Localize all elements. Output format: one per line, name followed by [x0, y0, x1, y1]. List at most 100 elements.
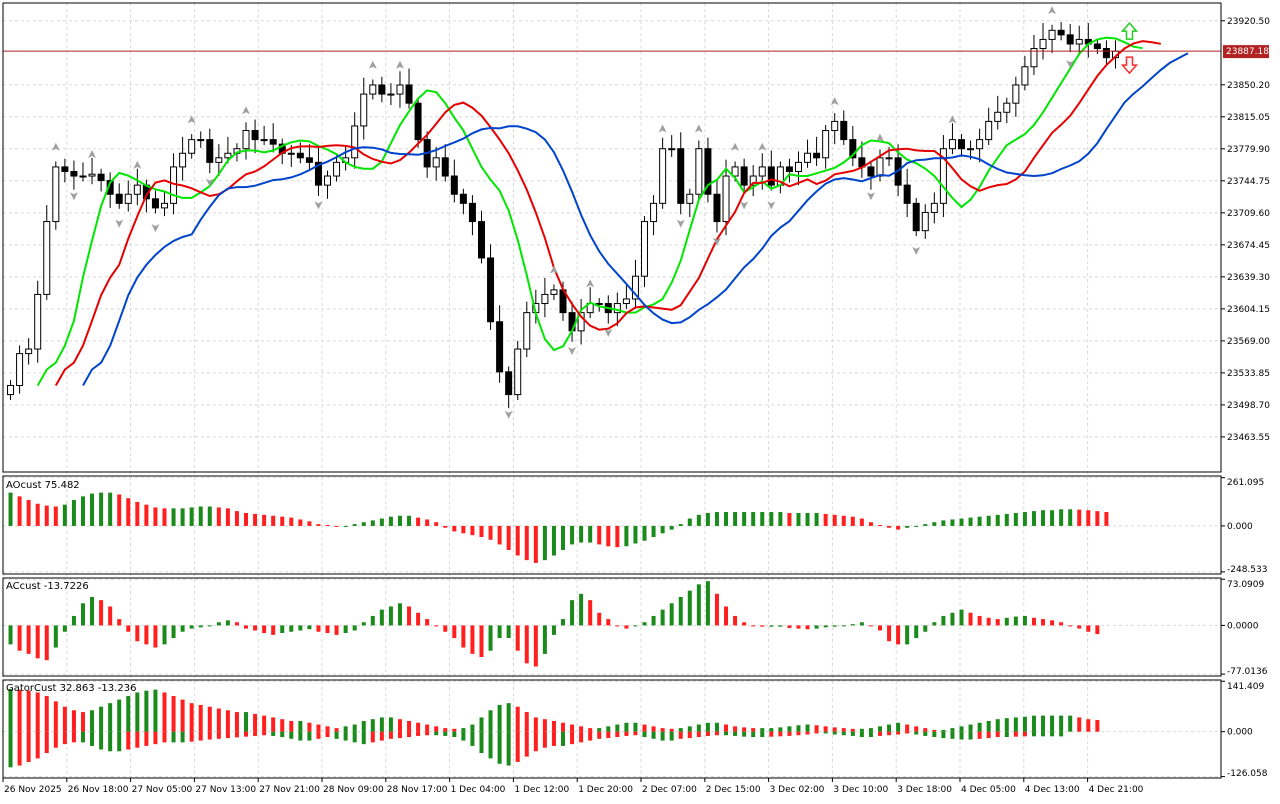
histogram-bar — [733, 731, 738, 736]
histogram-bar — [669, 731, 674, 741]
histogram-bar — [80, 603, 85, 626]
histogram-bar — [896, 625, 901, 645]
histogram-bar — [234, 712, 239, 732]
histogram-bar — [714, 593, 719, 626]
histogram-bar — [280, 625, 285, 634]
histogram-bar — [325, 726, 330, 732]
histogram-bar — [760, 512, 765, 526]
histogram-bar — [769, 731, 774, 737]
histogram-bar — [352, 724, 357, 732]
histogram-bar — [1004, 731, 1009, 738]
histogram-bar — [126, 731, 131, 750]
histogram-bar — [551, 625, 556, 635]
histogram-bar — [162, 731, 167, 743]
fractal-up-arrow-icon — [242, 106, 251, 115]
histogram-bar — [1013, 717, 1018, 732]
histogram-bar — [751, 731, 756, 738]
candle-body — [967, 148, 975, 151]
histogram-bar — [733, 512, 738, 526]
histogram-bar — [932, 731, 937, 738]
histogram-bar — [823, 513, 828, 526]
candle-body — [976, 139, 984, 150]
indicator-axis-label: -77.0136 — [1227, 667, 1268, 677]
candle-body — [287, 152, 295, 155]
ao-panel[interactable] — [8, 492, 1109, 563]
candle-body — [360, 93, 368, 127]
histogram-bar — [370, 520, 375, 526]
candle-body — [1093, 43, 1101, 50]
histogram-bar — [959, 731, 964, 740]
gator-panel[interactable] — [8, 688, 1100, 768]
candle-body — [260, 139, 268, 142]
histogram-bar — [497, 525, 502, 545]
histogram-bar — [307, 625, 312, 630]
candle-body — [659, 148, 667, 204]
histogram-bar — [642, 724, 647, 732]
histogram-bar — [443, 731, 448, 736]
histogram-bar — [814, 625, 819, 629]
histogram-bar — [787, 726, 792, 732]
histogram-bar — [561, 722, 565, 732]
histogram-bar — [733, 726, 738, 732]
histogram-bar — [606, 726, 611, 732]
histogram-bar — [216, 708, 221, 732]
fractal-up-arrow-icon — [51, 142, 60, 151]
ao-panel-title: AOcust 75.482 — [6, 480, 80, 491]
histogram-bar — [17, 689, 22, 732]
price-panel[interactable] — [3, 6, 1221, 419]
histogram-bar — [180, 625, 185, 632]
histogram-bar — [17, 625, 22, 651]
histogram-bar — [35, 692, 40, 732]
histogram-bar — [597, 612, 602, 626]
time-axis-label: 3 Dec 02:00 — [770, 785, 825, 795]
ac-panel[interactable] — [8, 581, 1100, 667]
candle-body — [794, 161, 802, 172]
histogram-bar — [760, 728, 765, 732]
histogram-bar — [859, 518, 864, 526]
histogram-bar — [561, 619, 565, 626]
histogram-bar — [253, 513, 258, 526]
histogram-bar — [796, 725, 801, 732]
candle-body — [1003, 102, 1011, 113]
histogram-bar — [950, 731, 955, 739]
histogram-bar — [71, 731, 76, 743]
histogram-bar — [253, 625, 258, 631]
candle-body — [97, 173, 105, 182]
fractal-down-arrow-icon — [767, 201, 776, 210]
histogram-bar — [343, 625, 348, 634]
histogram-bar — [1059, 731, 1064, 737]
fractal-down-arrow-icon — [866, 192, 875, 201]
histogram-bar — [977, 722, 982, 732]
candle-body — [704, 148, 712, 195]
histogram-bar — [778, 731, 783, 737]
histogram-bar — [90, 710, 95, 732]
candle-body — [885, 157, 893, 160]
candle-body — [52, 166, 60, 223]
histogram-bar — [796, 731, 801, 736]
histogram-bar — [53, 506, 58, 526]
histogram-bar — [1004, 718, 1009, 732]
candle-body — [179, 152, 187, 168]
histogram-bar — [470, 731, 475, 746]
histogram-bar — [615, 625, 620, 627]
histogram-bar — [479, 731, 484, 754]
histogram-bar — [153, 625, 158, 648]
histogram-bar — [80, 712, 85, 732]
histogram-bar — [71, 500, 76, 526]
histogram-bar — [1031, 617, 1036, 626]
histogram-bar — [841, 731, 846, 736]
histogram-bar — [289, 731, 294, 739]
histogram-bar — [597, 728, 602, 732]
histogram-bar — [479, 717, 484, 732]
histogram-bar — [470, 625, 475, 654]
indicator-axis-label: 141.409 — [1227, 682, 1264, 692]
histogram-bar — [868, 728, 873, 732]
histogram-bar — [977, 731, 982, 739]
fractal-up-arrow-icon — [395, 60, 404, 69]
histogram-bar — [198, 506, 203, 526]
candle-body — [804, 152, 812, 163]
fractal-down-arrow-icon — [115, 219, 124, 228]
